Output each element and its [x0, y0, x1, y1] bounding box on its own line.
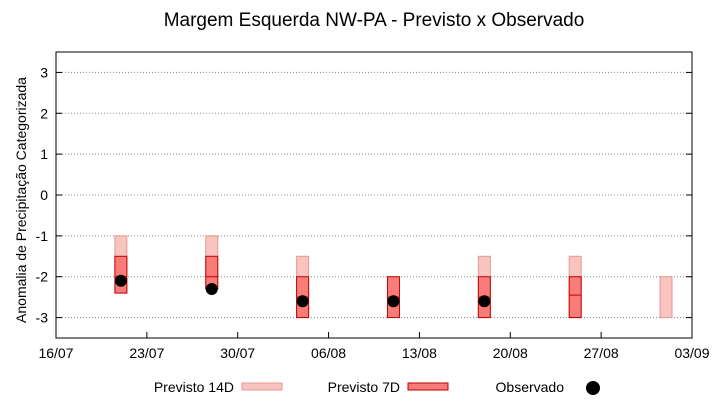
observado-point: [387, 295, 400, 308]
x-tick-label: 16/07: [38, 345, 73, 361]
previsto-14d-bar: [659, 276, 673, 319]
legend-label-previsto-14d: Previsto 14D: [154, 379, 234, 395]
legend-swatch-previsto-14d: [241, 382, 283, 391]
y-tick-label: 2: [40, 105, 48, 121]
grid: [56, 71, 692, 319]
y-tick-label: 0: [40, 187, 48, 203]
observado-point: [205, 282, 218, 295]
y-axis-label: Anomalia de Precipitação Categorizada: [13, 77, 29, 323]
previsto-7d-bar: [114, 255, 128, 294]
x-tick-label: 30/07: [220, 345, 255, 361]
legend-label-previsto-7d: Previsto 7D: [328, 379, 400, 395]
x-tick-label: 03/09: [674, 345, 709, 361]
chart-title: Margem Esquerda NW-PA - Previsto x Obser…: [164, 10, 585, 31]
x-tick-label: 06/08: [311, 345, 346, 361]
axes: -3 -2 -1 0 1 2 3 16/07 23/07 30/07 06/08 13/08 20/08…: [36, 64, 710, 361]
previsto-7d-bar: [568, 276, 582, 319]
marks: [114, 235, 673, 319]
observado-point: [478, 295, 491, 308]
y-tick-label: 3: [40, 64, 48, 80]
observado-point: [296, 295, 309, 308]
legend-swatch-previsto-7d: [407, 382, 449, 391]
x-tick-label: 27/08: [584, 345, 619, 361]
legend: Previsto 14D Previsto 7D Observado: [154, 379, 600, 395]
y-tick-label: 1: [40, 146, 48, 162]
legend-label-observado: Observado: [496, 379, 565, 395]
legend-marker-observado: [586, 381, 600, 395]
y-tick-label: -1: [36, 228, 49, 244]
y-tick-label: -2: [36, 269, 49, 285]
x-tick-label: 13/08: [402, 345, 437, 361]
x-tick-label: 23/07: [129, 345, 164, 361]
x-tick-label: 20/08: [493, 345, 528, 361]
y-tick-label: -3: [36, 310, 49, 326]
observado-point: [114, 274, 127, 287]
